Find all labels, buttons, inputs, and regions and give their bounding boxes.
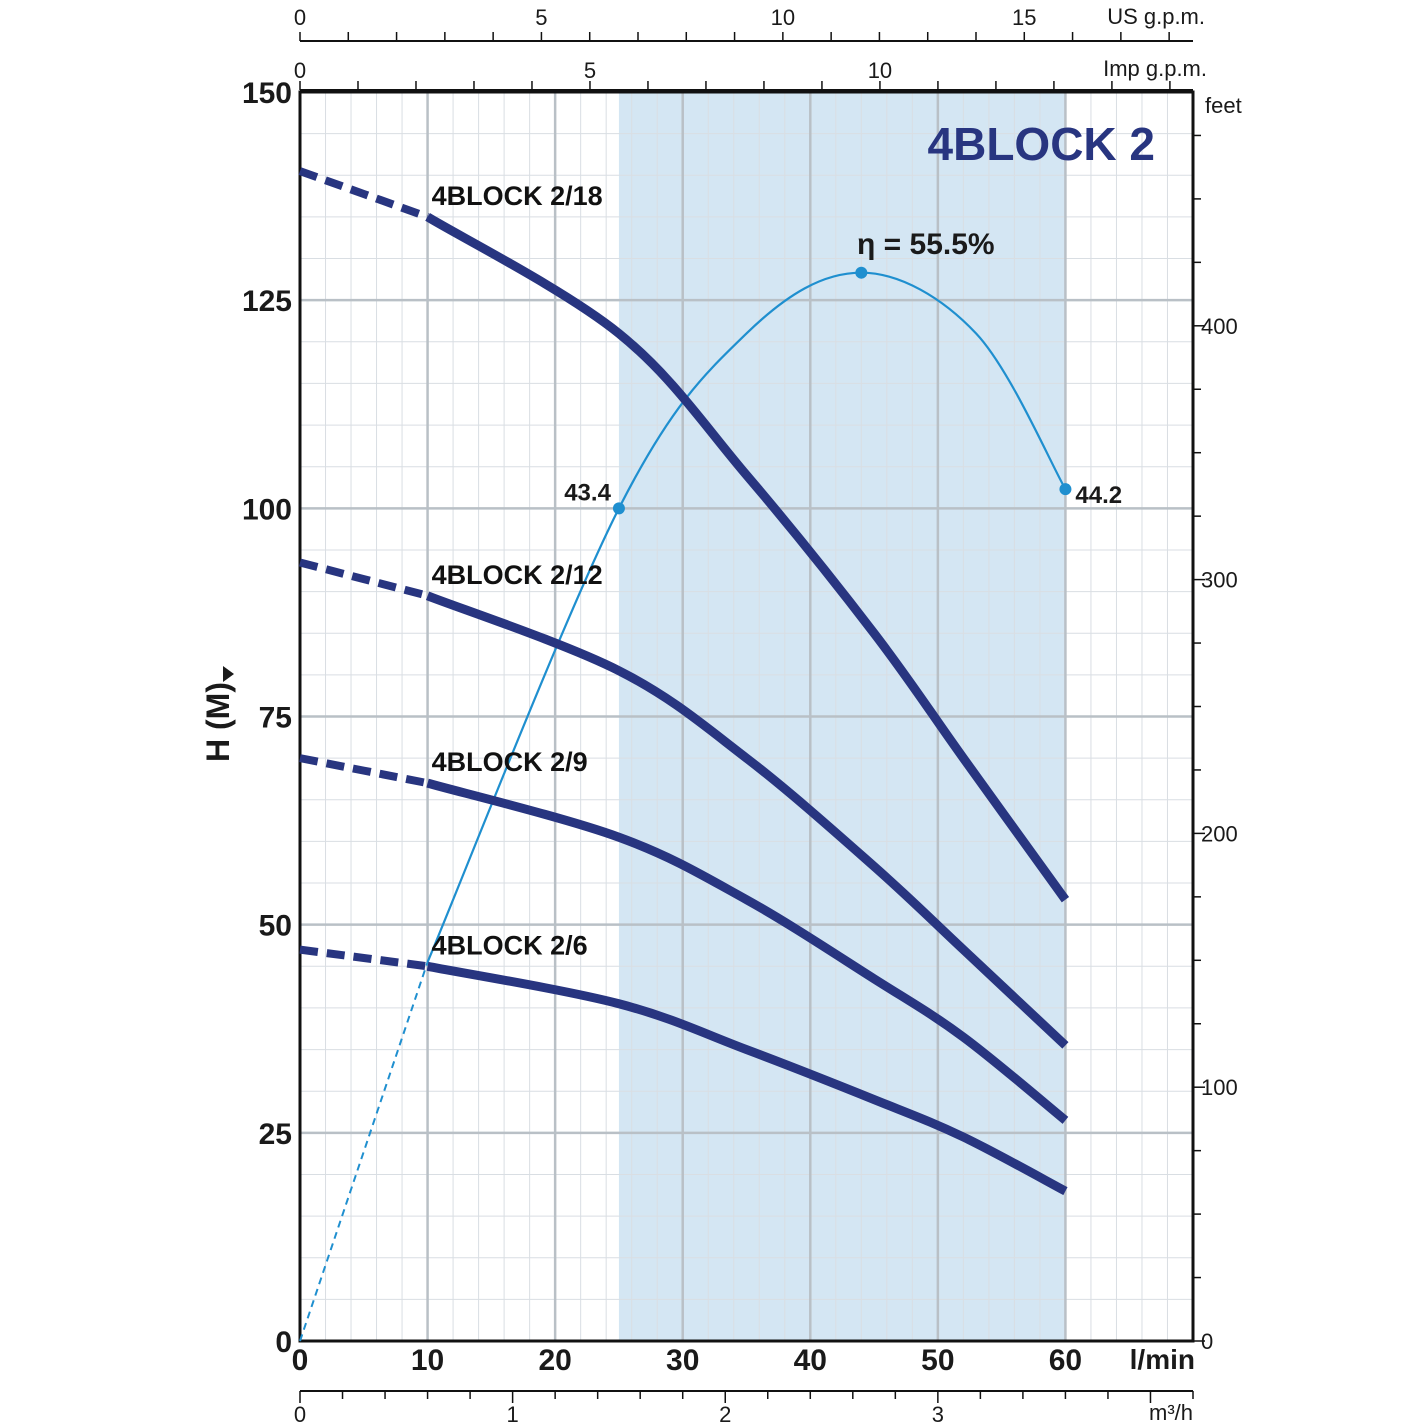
pump-curve (426, 961, 1068, 1196)
efficiency-point-label: 44.2 (1075, 482, 1122, 509)
feet-axis-tick-label: 100 (1201, 1075, 1238, 1100)
pump-curve (425, 213, 1070, 903)
feet-axis-tick-label: 200 (1201, 821, 1238, 846)
pump-curve (426, 778, 1069, 1124)
y-tick-label: 0 (275, 1326, 292, 1359)
x-tick-label: 60 (1049, 1344, 1082, 1377)
x-tick-label: 50 (921, 1344, 954, 1377)
m3h-axis-tick-label: 0 (294, 1402, 306, 1425)
m3h-axis-tick-label: 1 (506, 1402, 518, 1425)
series-label: 4BLOCK 2/9 (432, 747, 588, 777)
y-tick-label: 75 (259, 702, 292, 735)
series-label: 4BLOCK 2/18 (432, 181, 603, 211)
series-label: 4BLOCK 2/12 (432, 560, 603, 590)
efficiency-curve (426, 271, 1067, 963)
us-gpm-axis-tick-label: 5 (535, 5, 547, 30)
pump-curve-extrapolated (298, 167, 429, 221)
plot-frame (298, 90, 1195, 1343)
m3h-label: m³/h (1149, 1400, 1193, 1425)
y-axis-arrow-icon (223, 666, 234, 682)
y-tick-label: 150 (242, 77, 292, 110)
y-axis-label: H (M) (200, 682, 236, 762)
y-tick-label: 50 (259, 910, 292, 943)
feet-axis-tick-label: 400 (1201, 314, 1238, 339)
m3h-axis-tick-label: 3 (932, 1402, 944, 1425)
imp-gpm-axis-tick-label: 5 (584, 58, 596, 83)
efficiency-label: η = 55.5% (857, 228, 995, 261)
y-tick-label: 100 (242, 493, 292, 526)
x-tick-label: 0 (292, 1344, 309, 1377)
efficiency-point-label: 43.4 (564, 479, 611, 506)
efficiency-point (1059, 483, 1072, 496)
x-tick-label: 30 (666, 1344, 699, 1377)
us-gpm-axis-tick-label: 10 (771, 5, 795, 30)
efficiency-point (855, 266, 868, 279)
us-gpm-label: US g.p.m. (1107, 4, 1205, 29)
imp-gpm-axis-tick-label: 10 (868, 58, 892, 83)
efficiency-point (612, 502, 625, 515)
feet-label: feet (1205, 93, 1242, 118)
x-tick-label: 20 (538, 1344, 571, 1377)
pump-curve-extrapolated (299, 754, 429, 788)
feet-axis-tick-label: 300 (1201, 568, 1238, 593)
pump-curve-extrapolated (298, 558, 429, 600)
series-label: 4BLOCK 2/6 (432, 930, 588, 960)
chart-title: 4BLOCK 2 (928, 118, 1155, 170)
y-tick-label: 25 (259, 1118, 292, 1151)
y-tick-label: 125 (242, 285, 292, 318)
feet-axis-tick-label: 0 (1201, 1329, 1213, 1354)
efficiency-curve-extrapolated (299, 961, 429, 1342)
x-tick-label: 40 (794, 1344, 827, 1377)
m3h-axis-tick-label: 2 (719, 1402, 731, 1425)
x-tick-label: 10 (411, 1344, 444, 1377)
us-gpm-axis-tick-label: 15 (1012, 5, 1036, 30)
imp-gpm-label: Imp g.p.m. (1103, 56, 1207, 81)
pump-curve (425, 591, 1069, 1049)
pump-curve-extrapolated (299, 945, 429, 971)
x-axis-label: l/min (1130, 1344, 1195, 1375)
imp-gpm-axis-tick-label: 0 (294, 58, 306, 83)
us-gpm-axis-tick-label: 0 (294, 5, 306, 30)
